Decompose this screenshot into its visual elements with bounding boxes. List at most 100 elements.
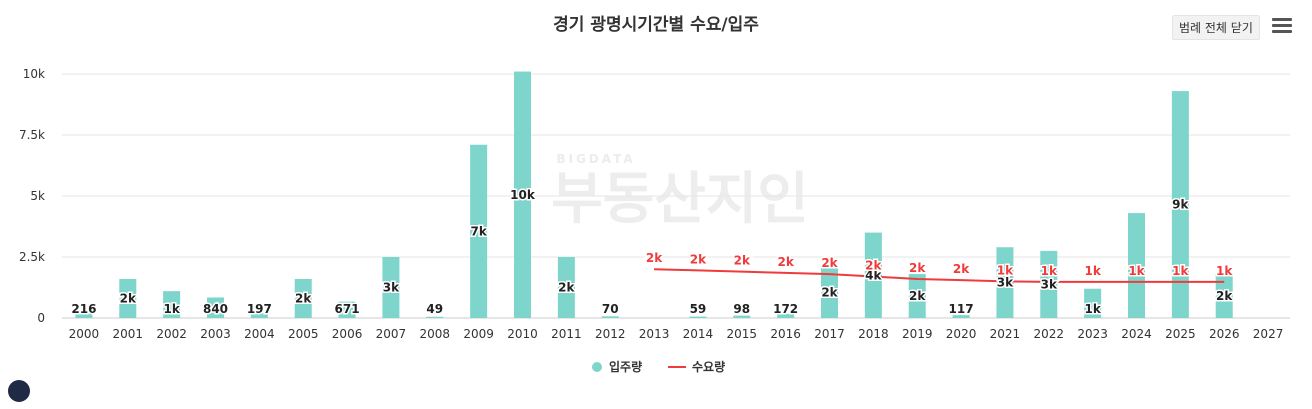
x-tick-label: 2002: [156, 327, 187, 341]
bar-data-label: 2k: [821, 285, 838, 299]
bar-data-label: 7k: [470, 224, 487, 238]
watermark-main: 부동산지인: [551, 167, 809, 232]
x-tick-label: 2007: [376, 327, 407, 341]
line-data-label: 1k: [1084, 264, 1101, 278]
bar-data-label: 840: [203, 302, 228, 316]
y-tick-label: 0: [37, 311, 45, 325]
bar-입주량: [996, 247, 1014, 318]
bar-data-label: 3k: [997, 276, 1014, 290]
bar-입주량: [163, 291, 181, 318]
x-tick-label: 2005: [288, 327, 319, 341]
bar-입주량: [1128, 213, 1145, 318]
bar-data-label: 59: [690, 302, 707, 316]
line-수요량: [654, 268, 1225, 283]
bar-입주량: [1084, 288, 1102, 318]
watermark-small: BIGDATA: [556, 152, 635, 166]
bar-입주량: [294, 278, 312, 318]
bar-data-label: 2k: [909, 289, 926, 303]
y-tick-label: 7.5k: [19, 128, 45, 142]
bar-입주량: [821, 266, 838, 318]
bar-입주량: [1171, 91, 1189, 318]
legend-label-입주량: 입주량: [609, 360, 642, 374]
x-tick-label: 2016: [770, 327, 801, 341]
bar-data-label: 216: [71, 302, 96, 316]
x-tick-label: 2003: [200, 327, 231, 341]
chart-title: 경기 광명시기간별 수요/입주: [553, 15, 759, 35]
bar-입주량: [864, 232, 882, 318]
line-data-label: 1k: [1172, 264, 1189, 278]
x-tick-label: 2004: [244, 327, 275, 341]
x-tick-label: 2013: [639, 327, 670, 341]
x-tick-label: 2015: [727, 327, 758, 341]
bar-data-label: 49: [426, 302, 443, 316]
bar-입주량: [952, 315, 970, 318]
line-data-label: 2k: [646, 251, 663, 265]
bar-입주량: [426, 316, 444, 318]
line-data-label: 1k: [1216, 264, 1233, 278]
bar-data-label: 2k: [558, 281, 575, 295]
bar-입주량: [1040, 250, 1058, 318]
line-data-label: 2k: [690, 252, 707, 266]
legend-label-수요량: 수요량: [692, 360, 725, 374]
y-tick-label: 5k: [30, 189, 45, 203]
bar-data-label: 2k: [295, 291, 312, 305]
x-tick-label: 2026: [1209, 327, 1240, 341]
legend-toggle-button[interactable]: 범례 전체 닫기: [1172, 15, 1260, 40]
bar-입주량: [908, 274, 926, 318]
x-tick-label: 2011: [551, 327, 582, 341]
bar-입주량: [75, 312, 93, 318]
line-data-label: 2k: [821, 256, 838, 270]
bar-입주량: [207, 297, 224, 318]
bar-입주량: [382, 257, 400, 318]
bar-data-label: 3k: [383, 281, 400, 295]
bar-입주량: [338, 301, 356, 318]
x-tick-label: 2019: [902, 327, 933, 341]
bar-data-label: 10k: [510, 188, 536, 202]
home-logo-icon: [8, 380, 30, 402]
line-data-label: 2k: [734, 254, 751, 268]
bar-data-label: 98: [733, 302, 750, 316]
bar-data-label: 9k: [1172, 198, 1189, 212]
bar-data-label: 197: [247, 302, 272, 316]
bar-입주량: [689, 316, 707, 318]
x-tick-label: 2017: [814, 327, 845, 341]
bar-입주량: [777, 313, 795, 318]
x-tick-label: 2025: [1165, 327, 1196, 341]
x-tick-label: 2018: [858, 327, 889, 341]
bar-data-label: 3k: [1041, 277, 1058, 291]
bar-data-label: 1k: [1084, 302, 1101, 316]
y-tick-label: 10k: [23, 67, 45, 81]
bar-입주량: [733, 315, 751, 318]
bar-data-label: 117: [949, 302, 974, 316]
x-tick-label: 2014: [683, 327, 714, 341]
line-data-label: 1k: [1041, 264, 1058, 278]
line-data-label: 2k: [909, 261, 926, 275]
bar-입주량: [119, 278, 137, 318]
x-tick-label: 2020: [946, 327, 977, 341]
bar-입주량: [1215, 274, 1233, 318]
bar-data-label: 1k: [163, 302, 180, 316]
y-tick-label: 2.5k: [19, 250, 45, 264]
line-data-label: 2k: [865, 259, 882, 273]
x-tick-label: 2012: [595, 327, 626, 341]
x-tick-label: 2008: [420, 327, 451, 341]
bar-입주량: [470, 144, 488, 318]
bar-data-label: 671: [335, 302, 360, 316]
legend-marker-입주량: [592, 362, 602, 372]
bar-입주량: [514, 71, 531, 318]
line-data-label: 2k: [777, 255, 794, 269]
x-tick-label: 2027: [1253, 327, 1284, 341]
line-data-label: 2k: [953, 262, 970, 276]
bar-data-label: 2k: [1216, 289, 1233, 303]
bar-입주량: [601, 316, 619, 318]
x-tick-label: 2023: [1077, 327, 1108, 341]
bar-data-label: 2k: [120, 291, 137, 305]
hamburger-menu-icon[interactable]: [1272, 18, 1292, 34]
line-data-label: 1k: [1128, 264, 1145, 278]
bar-입주량: [557, 257, 575, 318]
x-tick-label: 2009: [463, 327, 494, 341]
bar-data-label: 172: [773, 302, 798, 316]
x-tick-label: 2022: [1034, 327, 1065, 341]
bar-data-label: 70: [602, 302, 619, 316]
